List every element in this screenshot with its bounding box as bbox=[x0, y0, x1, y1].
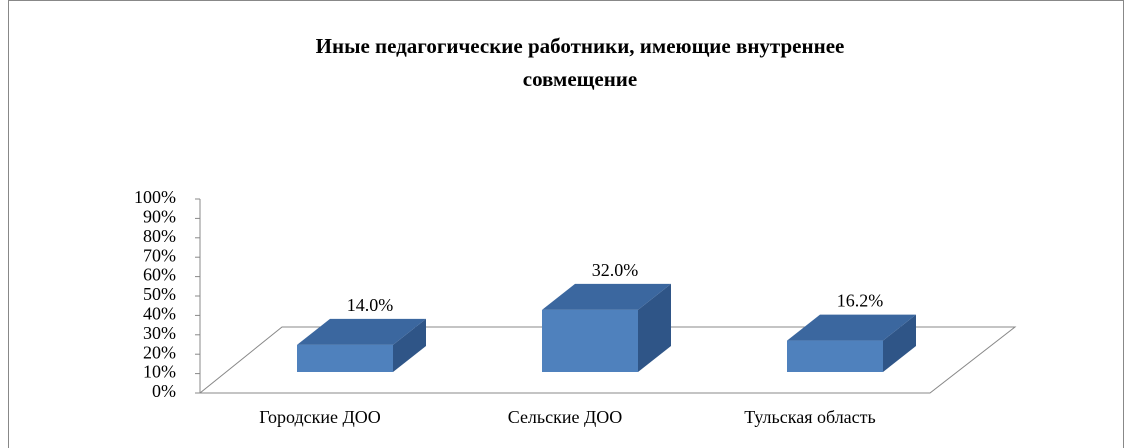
chart-title: Иные педагогические работники, имеющие в… bbox=[316, 34, 845, 58]
y-tick-label: 40% bbox=[143, 304, 176, 324]
y-tick-label: 70% bbox=[143, 245, 176, 265]
bar-front bbox=[297, 344, 393, 372]
bar-top bbox=[297, 318, 426, 345]
bar-front bbox=[542, 309, 638, 372]
bar-top bbox=[542, 283, 671, 310]
bar-top bbox=[787, 314, 916, 341]
y-tick-label: 10% bbox=[143, 362, 176, 382]
bar bbox=[787, 314, 916, 372]
bar-side bbox=[883, 314, 916, 372]
y-tick-label: 90% bbox=[143, 207, 176, 227]
y-tick-label: 80% bbox=[143, 226, 176, 246]
x-tick-label: Городские ДОО bbox=[259, 407, 381, 427]
bar-side bbox=[638, 283, 671, 372]
x-tick-label: Сельские ДОО bbox=[508, 407, 623, 427]
floor bbox=[198, 326, 1017, 394]
chart-border bbox=[8, 0, 1124, 448]
y-tick-label: 100% bbox=[134, 187, 176, 207]
y-tick-label: 30% bbox=[143, 323, 176, 343]
bar-side bbox=[393, 318, 426, 372]
value-label: 16.2% bbox=[837, 291, 884, 311]
chart-title-group: Иные педагогические работники, имеющие в… bbox=[316, 34, 845, 91]
y-tick-label: 50% bbox=[143, 284, 176, 304]
chart-title: совмещение bbox=[523, 67, 637, 91]
y-tick-label: 0% bbox=[152, 381, 176, 401]
value-label: 32.0% bbox=[592, 260, 639, 280]
y-tick-label: 60% bbox=[143, 265, 176, 285]
value-label: 14.0% bbox=[347, 295, 394, 315]
bar bbox=[297, 318, 426, 372]
bar-front bbox=[787, 340, 883, 372]
bar bbox=[542, 283, 671, 372]
y-tick-label: 20% bbox=[143, 342, 176, 362]
x-tick-label: Тульская область bbox=[744, 407, 875, 427]
